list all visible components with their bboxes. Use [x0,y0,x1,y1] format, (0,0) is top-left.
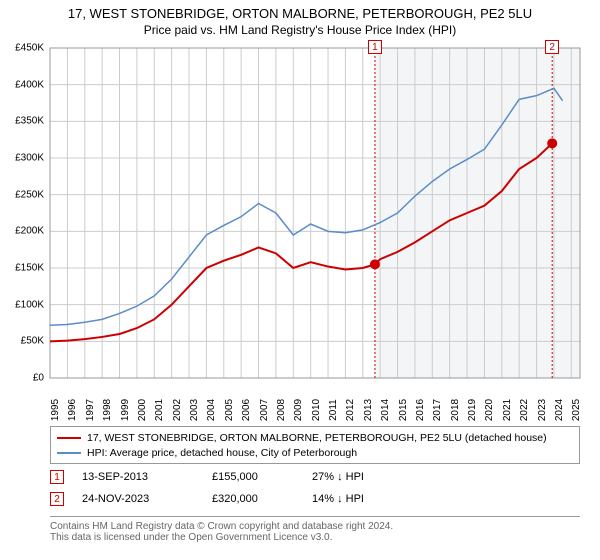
x-tick-label: 2009 [293,399,304,421]
x-axis: 1995 1996 1997 1998 1999 2000 2001 2002 2003 2004… [50,382,580,422]
x-tick-label: 2007 [259,399,270,421]
legend-label: 17, WEST STONEBRIDGE, ORTON MALBORNE, PE… [87,432,547,444]
x-tick-label: 2000 [137,399,148,421]
legend-swatch [57,452,81,454]
sales-marker: 1 [50,470,64,484]
x-tick-label: 2012 [345,399,356,421]
sales-marker: 2 [50,492,64,506]
x-tick-label: 2002 [172,399,183,421]
sales-delta: 14% ↓ HPI [312,493,422,505]
y-tick-label: £450K [15,43,44,54]
sales-price: £320,000 [212,493,312,505]
x-tick-label: 2016 [415,399,426,421]
y-tick-label: £250K [15,189,44,200]
sales-price: £155,000 [212,471,312,483]
legend-label: HPI: Average price, detached house, City… [87,447,357,459]
x-tick-label: 1995 [50,399,61,421]
y-tick-label: £300K [15,153,44,164]
footer-attribution: Contains HM Land Registry data © Crown c… [50,516,580,543]
x-tick-label: 2005 [224,399,235,421]
chart-subtitle: Price paid vs. HM Land Registry's House … [0,21,600,41]
legend-swatch [57,437,81,439]
x-tick-label: 2003 [189,399,200,421]
x-tick-label: 2022 [519,399,530,421]
y-tick-label: £350K [15,116,44,127]
sales-delta: 27% ↓ HPI [312,471,422,483]
x-tick-label: 1996 [67,399,78,421]
x-tick-label: 2015 [398,399,409,421]
y-tick-label: £0 [33,373,44,384]
sales-date: 13-SEP-2013 [82,471,212,483]
sales-row: 2 24-NOV-2023£320,00014% ↓ HPI [50,488,580,510]
x-tick-label: 2004 [206,399,217,421]
x-tick-label: 2008 [276,399,287,421]
x-tick-label: 2025 [571,399,582,421]
sales-table: 1 13-SEP-2013£155,00027% ↓ HPI 2 24-NOV-202… [50,466,580,510]
sales-row: 1 13-SEP-2013£155,00027% ↓ HPI [50,466,580,488]
x-tick-label: 2017 [432,399,443,421]
chart-marker-1: 1 [368,40,382,54]
y-tick-label: £400K [15,79,44,90]
y-tick-label: £200K [15,226,44,237]
footer-line-2: This data is licensed under the Open Gov… [50,532,580,543]
x-tick-label: 2006 [241,399,252,421]
y-tick-label: £100K [15,299,44,310]
chart-plot-area [50,48,580,378]
x-tick-label: 2019 [467,399,478,421]
chart-title: 17, WEST STONEBRIDGE, ORTON MALBORNE, PE… [0,0,600,21]
legend-item: HPI: Average price, detached house, City… [57,445,573,460]
x-tick-label: 1997 [85,399,96,421]
x-tick-label: 2010 [311,399,322,421]
legend-item: 17, WEST STONEBRIDGE, ORTON MALBORNE, PE… [57,430,573,445]
y-axis: £0£50K£100K£150K£200K£250K£300K£350K£400… [0,48,48,378]
sales-date: 24-NOV-2023 [82,493,212,505]
chart-marker-2: 2 [545,40,559,54]
x-tick-label: 2021 [502,399,513,421]
footer-line-1: Contains HM Land Registry data © Crown c… [50,521,580,532]
y-tick-label: £50K [21,336,44,347]
x-tick-label: 2011 [328,399,339,421]
y-tick-label: £150K [15,263,44,274]
x-tick-label: 2013 [363,399,374,421]
x-tick-label: 2020 [484,399,495,421]
x-tick-label: 2024 [554,399,565,421]
x-tick-label: 2001 [154,399,165,421]
legend: 17, WEST STONEBRIDGE, ORTON MALBORNE, PE… [50,426,580,464]
x-tick-label: 1999 [120,399,131,421]
x-tick-label: 2018 [450,399,461,421]
x-tick-label: 2023 [537,399,548,421]
x-tick-label: 1998 [102,399,113,421]
x-tick-label: 2014 [380,399,391,421]
